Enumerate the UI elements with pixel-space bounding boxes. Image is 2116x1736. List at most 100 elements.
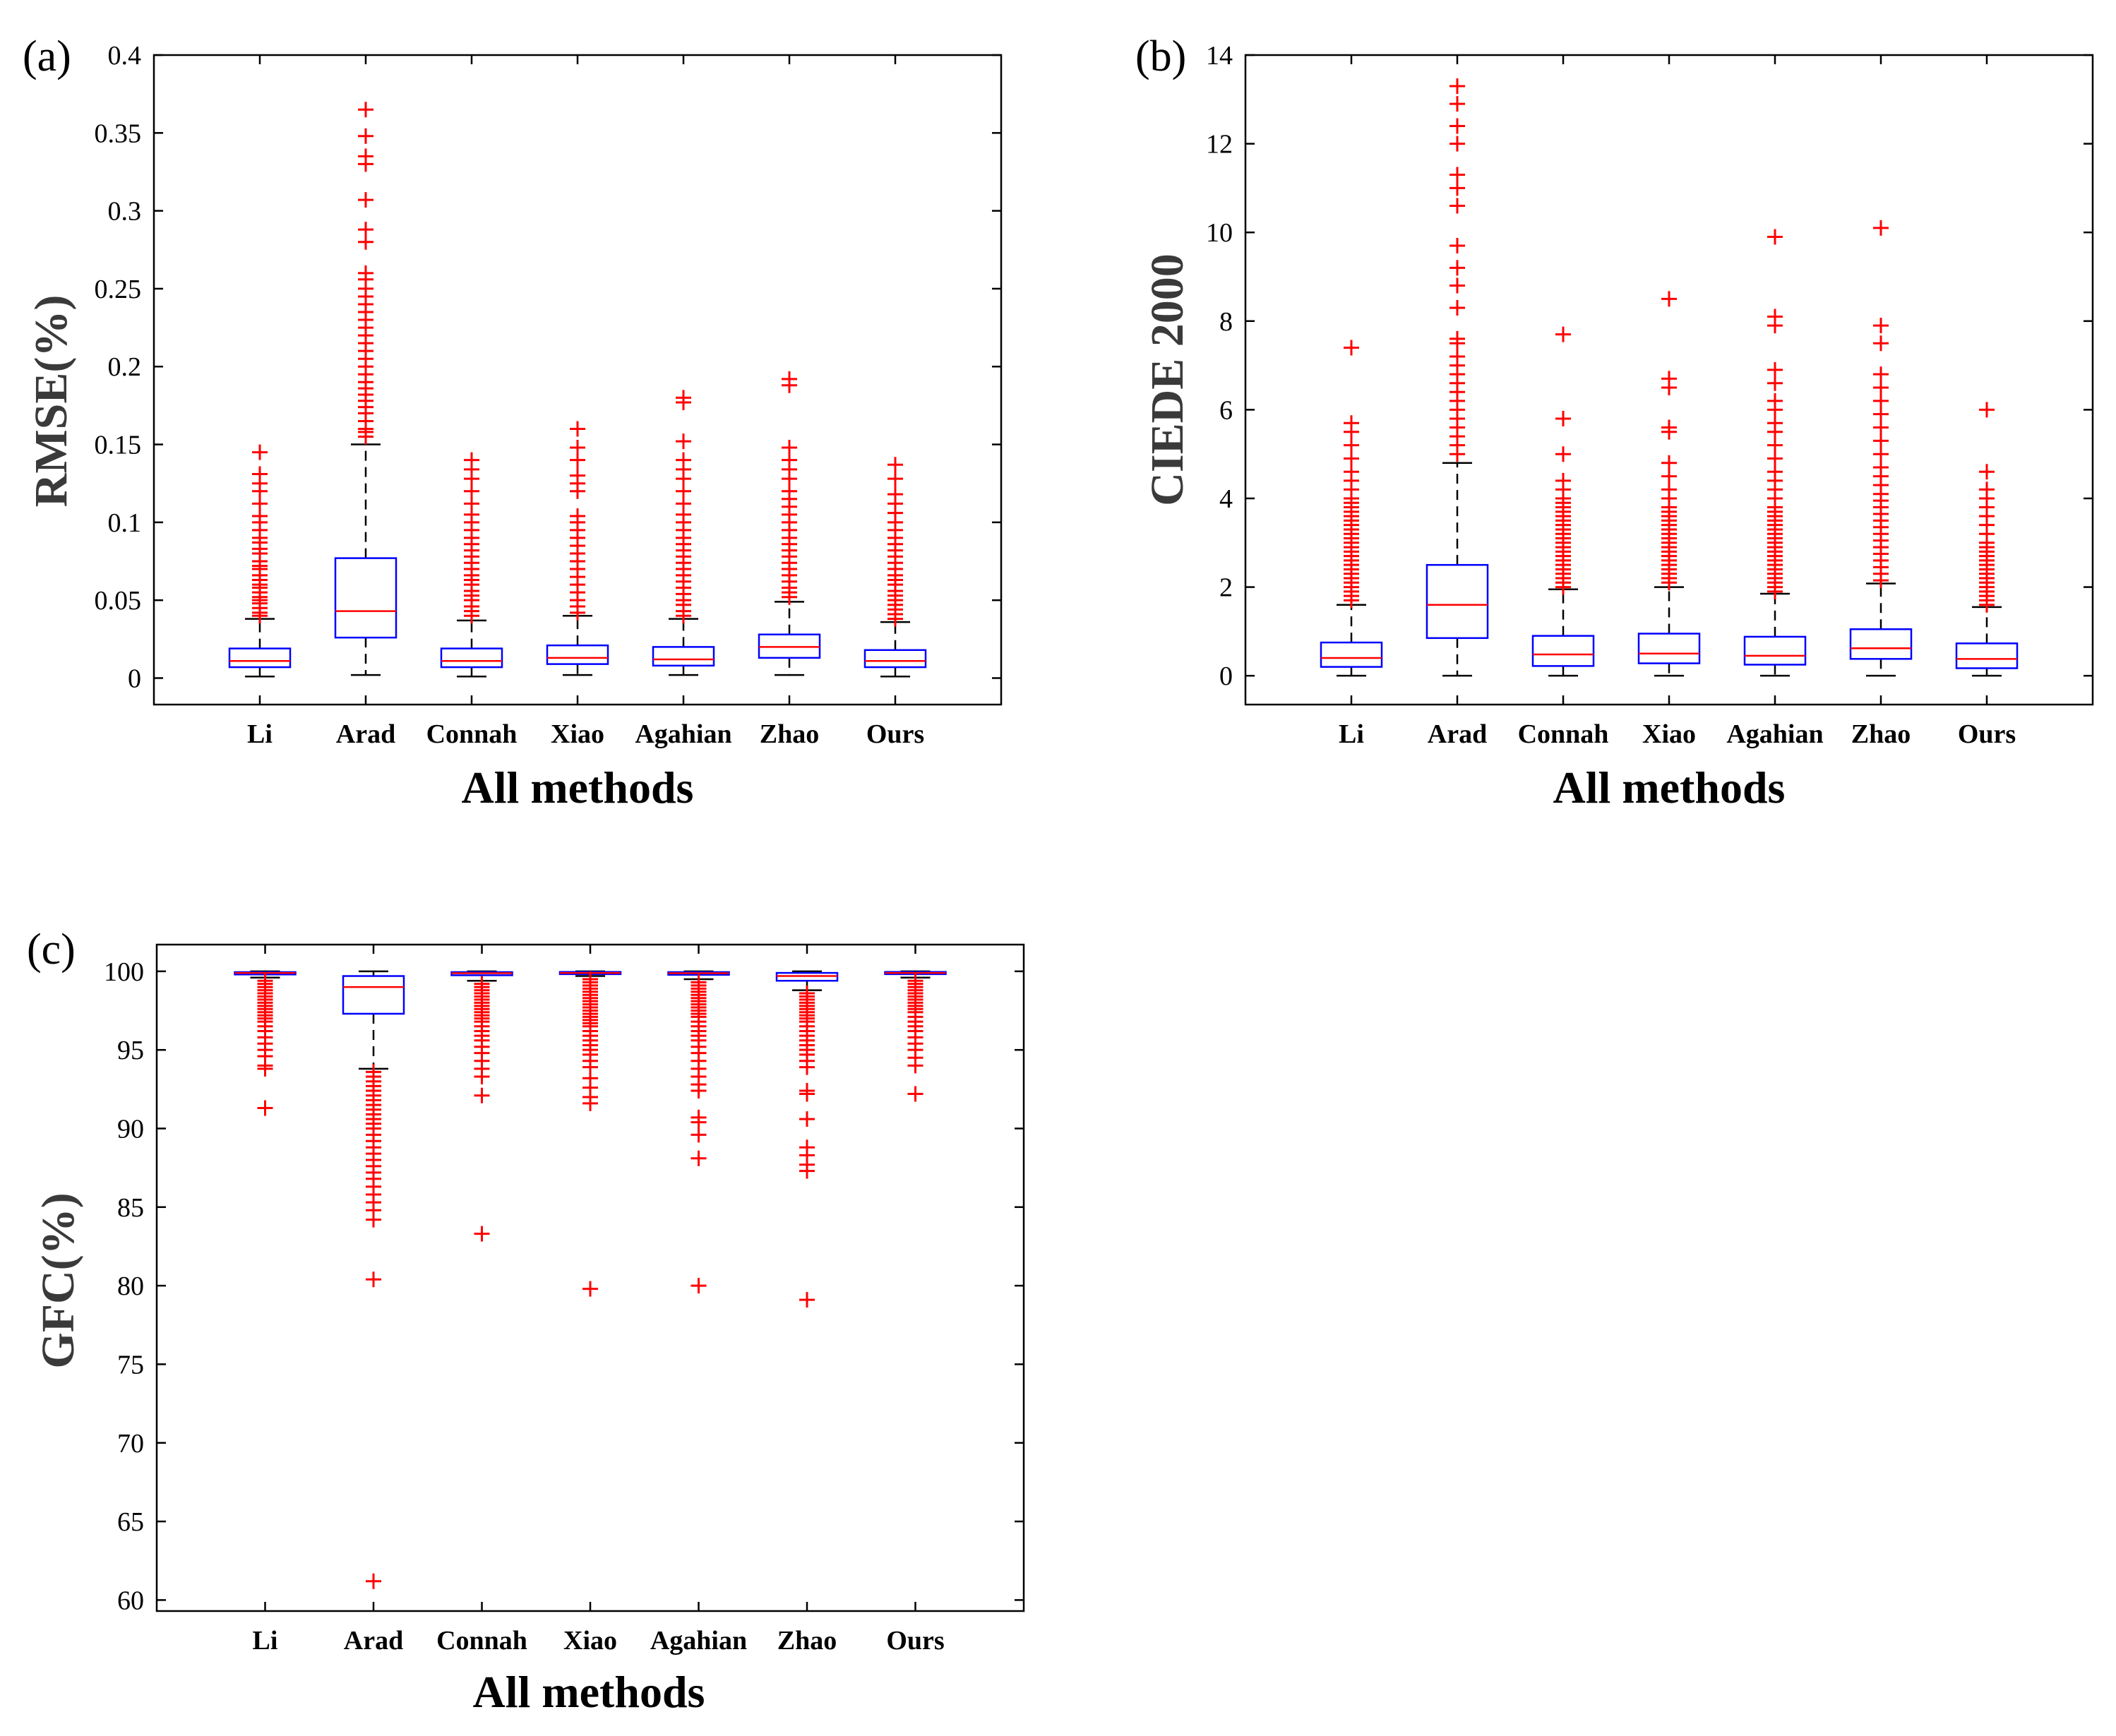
y-tick-label: 0.15 <box>95 431 142 460</box>
y-tick-label: 85 <box>117 1193 144 1223</box>
y-tick-label: 0.4 <box>108 41 142 71</box>
chart-panel-c: (c) 60 65 70 75 80 85 90 95 100 Li Arad Connah Xiao A… <box>27 926 1025 1717</box>
outlier-marker <box>1767 437 1783 453</box>
outlier-marker <box>570 467 585 484</box>
outlier-marker <box>257 1100 273 1116</box>
outlier-marker <box>1873 366 1889 383</box>
outlier-marker <box>799 1163 815 1179</box>
box-li <box>234 970 297 1116</box>
box-xiao <box>1637 291 1701 677</box>
box-li <box>228 444 292 678</box>
outlier-marker <box>252 444 268 460</box>
outlier-marker <box>691 1127 707 1143</box>
y-tick-label: 100 <box>104 957 144 987</box>
outlier-marker <box>570 508 585 525</box>
iqr-box <box>1849 628 1913 660</box>
outlier-marker <box>1767 375 1783 391</box>
outlier-marker <box>1555 326 1571 342</box>
outlier-marker <box>582 1281 598 1297</box>
outlier-marker <box>1661 419 1677 436</box>
y-tick-label: 80 <box>117 1271 144 1301</box>
x-axis-label: All methods <box>1553 762 1786 813</box>
iqr-box <box>1320 641 1383 668</box>
outlier-marker <box>1873 433 1889 449</box>
outlier-marker <box>1449 78 1465 94</box>
outlier-marker <box>358 102 373 118</box>
iqr-box <box>440 647 503 669</box>
outlier-marker <box>1873 419 1889 436</box>
outlier-marker <box>1979 481 1995 498</box>
iqr-box <box>546 644 609 665</box>
outlier-marker <box>358 128 373 144</box>
outlier-marker <box>1873 318 1889 334</box>
outlier-marker <box>1449 167 1465 183</box>
outlier-marker <box>1767 450 1783 467</box>
y-tick-label: 0.3 <box>108 197 142 227</box>
y-axis-label: RMSE(%) <box>25 295 77 508</box>
box-arad <box>1425 78 1489 677</box>
outlier-marker <box>782 371 797 387</box>
box-li <box>1320 340 1383 677</box>
x-tick-label: Arad <box>336 719 395 749</box>
outlier-marker <box>474 1226 490 1242</box>
plot-area: 0 2 4 6 8 10 12 14 Li Arad Connah Xiao Agahian Zhao Ou… <box>1206 41 2094 749</box>
x-tick-label: Li <box>247 719 273 749</box>
box-zhao <box>1849 220 1913 677</box>
x-tick-label: Xiao <box>563 1626 617 1656</box>
iqr-box <box>652 646 715 667</box>
plot-area: 0 0.05 0.1 0.15 0.2 0.25 0.3 0.35 0.4 Li Arad Conna… <box>95 41 1003 749</box>
box-arad <box>342 970 405 1589</box>
x-tick-label: Zhao <box>777 1626 837 1656</box>
y-tick-label: 95 <box>117 1036 144 1065</box>
outlier-marker <box>1344 415 1359 431</box>
iqr-box <box>228 647 292 669</box>
outlier-marker <box>1555 472 1571 489</box>
x-tick-label: Xiao <box>551 719 604 749</box>
outlier-marker <box>252 466 268 482</box>
x-tick-label: Ours <box>886 1626 944 1656</box>
iqr-box <box>1955 642 2019 669</box>
outlier-marker <box>799 1292 815 1308</box>
y-tick-label: 0.1 <box>108 508 142 538</box>
outlier-marker <box>358 192 373 208</box>
outlier-marker <box>887 471 903 487</box>
outlier-marker <box>799 1059 815 1075</box>
box-ours <box>1955 402 2019 677</box>
outlier-marker <box>1449 330 1465 347</box>
outlier-marker <box>691 1083 707 1099</box>
x-tick-label: Li <box>253 1626 278 1656</box>
outlier-marker <box>1449 277 1465 294</box>
outlier-marker <box>1555 410 1571 426</box>
y-tick-label: 12 <box>1206 130 1233 160</box>
y-tick-label: 8 <box>1219 307 1233 337</box>
outlier-marker <box>1767 361 1783 378</box>
outlier-marker <box>1873 446 1889 462</box>
panel-label: (a) <box>23 32 71 80</box>
iqr-box <box>1531 635 1595 667</box>
y-tick-label: 0.25 <box>95 275 142 304</box>
outlier-marker <box>1344 437 1359 453</box>
outlier-marker <box>582 1095 598 1111</box>
chart-panel-a: (a) 0 0.05 0.1 0.15 0.2 0.25 0.3 0.35 0.4 Li Arad C… <box>23 32 1003 813</box>
outlier-marker <box>1449 180 1465 196</box>
outlier-marker <box>1661 371 1677 387</box>
outlier-marker <box>782 439 797 455</box>
box-zhao <box>758 371 821 676</box>
outlier-marker <box>1873 379 1889 395</box>
outlier-marker <box>1449 349 1465 365</box>
box-ours <box>884 970 947 1102</box>
box-arad <box>334 102 398 676</box>
y-tick-label: 10 <box>1206 218 1233 248</box>
y-tick-label: 75 <box>117 1350 144 1379</box>
x-tick-label: Ours <box>866 719 924 749</box>
outlier-marker <box>1767 393 1783 409</box>
x-tick-label: Connah <box>436 1626 527 1656</box>
outlier-marker <box>1979 464 1995 480</box>
x-tick-label: Xiao <box>1642 719 1696 749</box>
box-agahian <box>1743 229 1807 677</box>
box-ours <box>863 457 927 678</box>
y-tick-label: 2 <box>1219 573 1233 603</box>
y-axis-label: GFC(%) <box>32 1192 84 1368</box>
outlier-marker <box>1767 464 1783 480</box>
outlier-marker <box>257 1060 273 1077</box>
